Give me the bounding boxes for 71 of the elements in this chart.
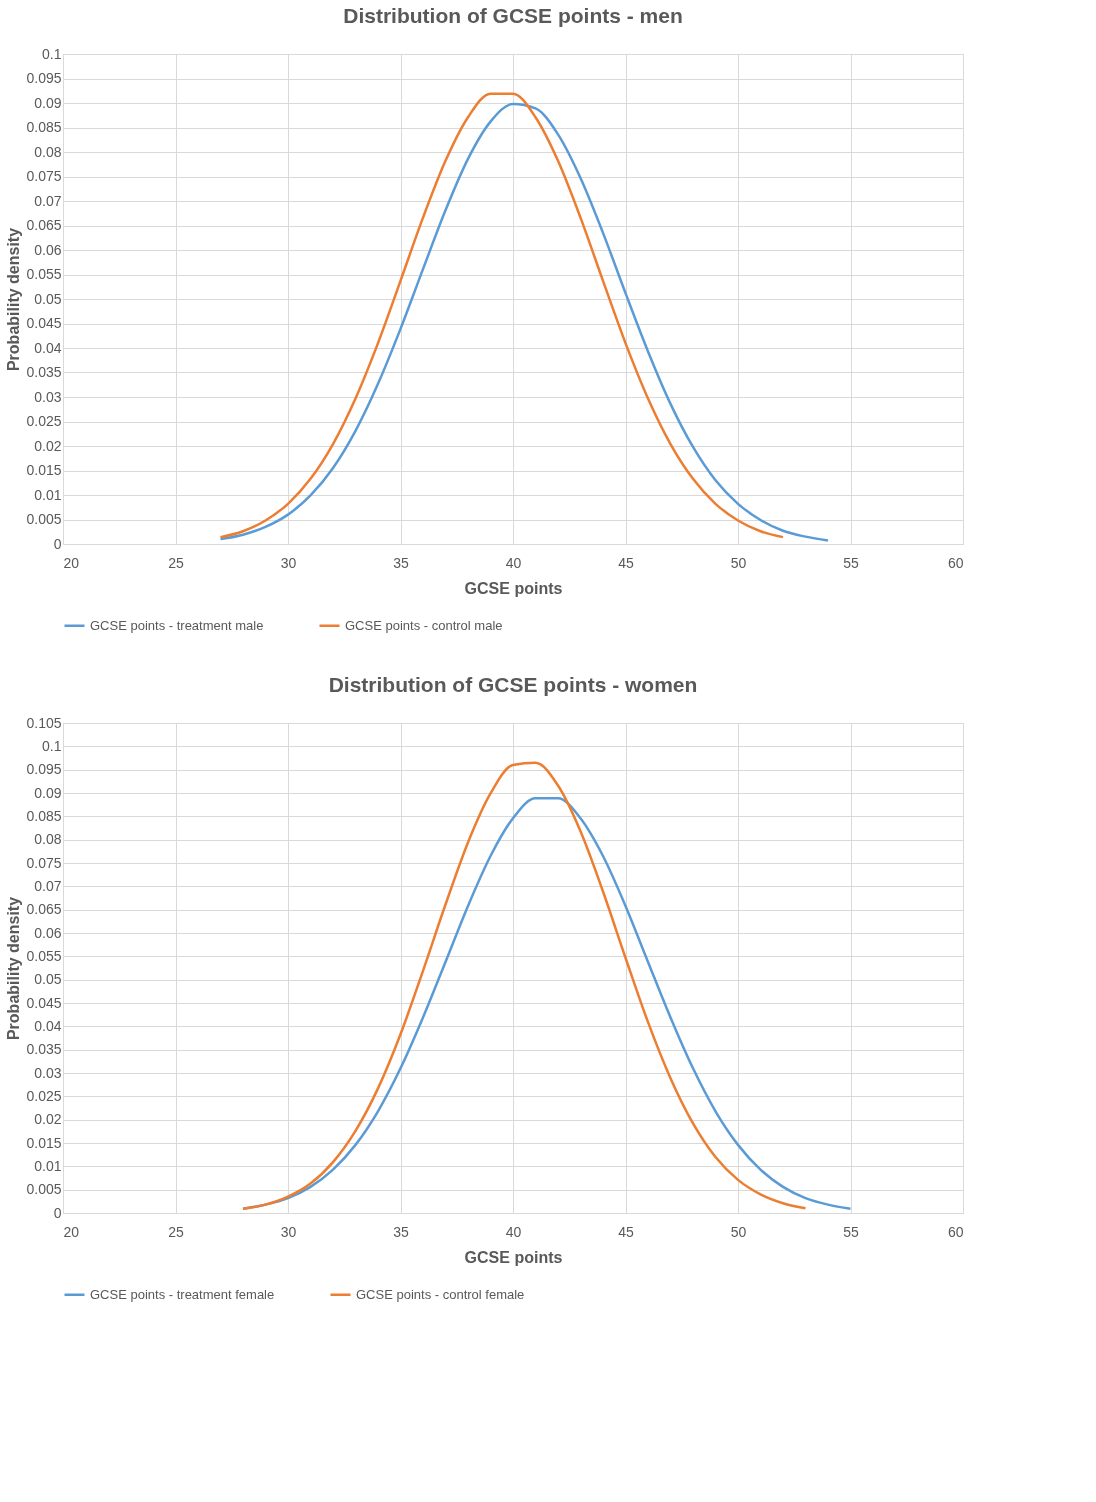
y-tick-label: 0.05 bbox=[34, 290, 62, 307]
x-tick-label: 35 bbox=[393, 1223, 409, 1240]
y-tick-label: 0.055 bbox=[26, 266, 62, 282]
y-tick-label: 0.035 bbox=[26, 1041, 62, 1058]
y-tick-label: 0.035 bbox=[26, 364, 62, 380]
y-tick-label: 0.025 bbox=[26, 413, 62, 429]
y-tick-label: 0.105 bbox=[26, 714, 62, 731]
y-tick-label: 0.03 bbox=[34, 388, 62, 405]
x-tick-label: 40 bbox=[505, 1223, 522, 1240]
y-tick-label: 0.085 bbox=[26, 807, 62, 824]
y-tick-label: 0.07 bbox=[34, 192, 62, 209]
y-tick-label: 0.03 bbox=[34, 1064, 62, 1081]
legend-label: GCSE points - control male bbox=[345, 617, 503, 633]
y-tick-label: 0.08 bbox=[34, 143, 62, 160]
y-tick-label: 0.06 bbox=[34, 924, 62, 941]
y-tick-label: 0 bbox=[53, 535, 62, 552]
x-tick-label: 25 bbox=[168, 1223, 184, 1240]
y-tick-label: 0.04 bbox=[34, 339, 62, 356]
y-tick-label: 0.1 bbox=[42, 737, 62, 754]
y-tick-label: 0.09 bbox=[34, 784, 62, 801]
y-tick-label: 0.095 bbox=[26, 70, 62, 86]
y-tick-label: 0.06 bbox=[34, 241, 62, 258]
y-tick-label: 0.065 bbox=[26, 901, 62, 918]
y-tick-label: 0.04 bbox=[34, 1017, 62, 1034]
chart-title: Distribution of GCSE points - men bbox=[343, 4, 683, 27]
y-tick-label: 0.005 bbox=[26, 1181, 62, 1198]
y-tick-label: 0.015 bbox=[26, 462, 62, 478]
y-tick-label: 0.085 bbox=[26, 119, 62, 135]
x-tick-label: 40 bbox=[505, 554, 522, 571]
chart-title: Distribution of GCSE points - women bbox=[328, 673, 698, 696]
y-tick-label: 0.05 bbox=[34, 971, 62, 988]
y-tick-label: 0.1 bbox=[42, 45, 62, 62]
y-tick-label: 0.02 bbox=[34, 437, 62, 454]
x-tick-label: 45 bbox=[618, 554, 634, 571]
y-tick-label: 0.015 bbox=[26, 1134, 62, 1151]
x-tick-label: 60 bbox=[947, 554, 964, 571]
x-tick-label: 55 bbox=[843, 1223, 859, 1240]
y-tick-label: 0.02 bbox=[34, 1111, 62, 1128]
x-tick-label: 30 bbox=[280, 1223, 297, 1240]
y-tick-label: 0.07 bbox=[34, 877, 62, 894]
y-tick-label: 0.045 bbox=[26, 994, 62, 1011]
y-tick-label: 0.01 bbox=[34, 1157, 62, 1174]
x-tick-label: 50 bbox=[730, 554, 747, 571]
legend-label: GCSE points - treatment female bbox=[90, 1286, 275, 1302]
x-tick-label: 45 bbox=[618, 1223, 634, 1240]
y-tick-label: 0.055 bbox=[26, 947, 62, 964]
x-tick-label: 35 bbox=[393, 554, 409, 571]
y-axis-title: Probability density bbox=[5, 227, 23, 372]
x-tick-label: 50 bbox=[730, 1223, 747, 1240]
y-tick-label: 0.045 bbox=[26, 315, 62, 331]
x-axis-title: GCSE points bbox=[464, 1248, 563, 1266]
y-tick-label: 0.025 bbox=[26, 1087, 62, 1104]
y-tick-label: 0.01 bbox=[34, 486, 62, 503]
y-axis-title: Probability density bbox=[5, 896, 23, 1041]
x-tick-label: 55 bbox=[843, 554, 859, 571]
legend-label: GCSE points - treatment male bbox=[90, 617, 264, 633]
x-tick-label: 20 bbox=[63, 1223, 80, 1240]
x-axis-title: GCSE points bbox=[464, 579, 563, 597]
y-tick-label: 0.09 bbox=[34, 94, 62, 111]
x-tick-label: 20 bbox=[63, 554, 80, 571]
y-tick-label: 0.095 bbox=[26, 761, 62, 778]
y-tick-label: 0.065 bbox=[26, 217, 62, 233]
y-tick-label: 0.08 bbox=[34, 831, 62, 848]
x-tick-label: 30 bbox=[280, 554, 297, 571]
x-tick-label: 25 bbox=[168, 554, 184, 571]
y-tick-label: 0.075 bbox=[26, 854, 62, 871]
legend-label: GCSE points - control female bbox=[356, 1286, 525, 1302]
y-tick-label: 0.005 bbox=[26, 511, 62, 527]
y-tick-label: 0 bbox=[53, 1204, 62, 1221]
y-tick-label: 0.075 bbox=[26, 168, 62, 184]
x-tick-label: 60 bbox=[947, 1223, 964, 1240]
